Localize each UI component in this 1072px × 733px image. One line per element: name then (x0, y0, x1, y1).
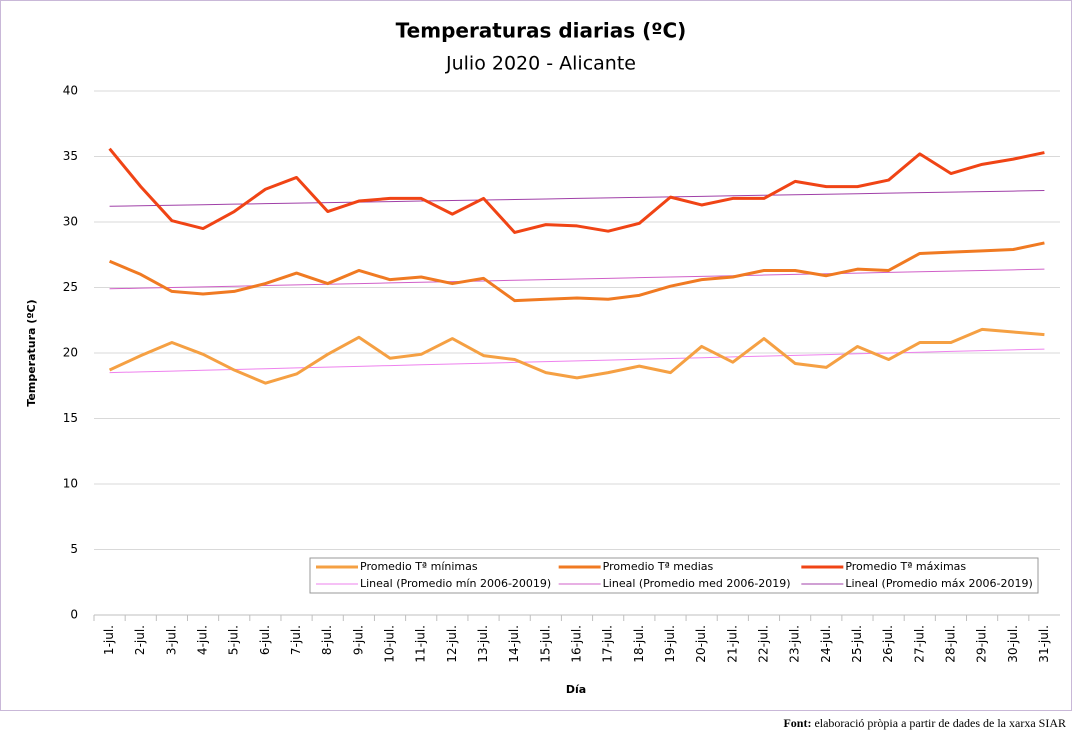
x-tick-label: 27-jul. (912, 625, 926, 663)
x-tick-label: 10-jul. (383, 625, 397, 663)
legend-label: Promedio Tª máximas (845, 560, 966, 573)
x-tick-label: 25-jul. (850, 625, 864, 663)
y-tick-label: 40 (63, 84, 78, 98)
x-tick-label: 13-jul. (476, 625, 490, 663)
y-axis-label: Temperatura (ºC) (25, 299, 38, 406)
x-tick-label: 21-jul. (725, 625, 739, 663)
x-tick-label: 20-jul. (694, 625, 708, 663)
x-tick-label: 1-jul. (102, 625, 116, 655)
x-tick-label: 23-jul. (788, 625, 802, 663)
legend-box (309, 557, 1039, 594)
x-tick-label: 18-jul. (632, 625, 646, 663)
x-tick-label: 4-jul. (196, 625, 210, 655)
legend-label: Lineal (Promedio mín 2006-20019) (360, 577, 551, 590)
x-tick-label: 8-jul. (320, 625, 334, 655)
x-tick-label: 28-jul. (943, 625, 957, 663)
x-tick-label: 17-jul. (601, 625, 615, 663)
x-tick-label: 5-jul. (227, 625, 241, 655)
footer: Font: elaboració pròpia a partir de dade… (783, 716, 1066, 730)
legend-label: Lineal (Promedio máx 2006-2019) (845, 577, 1032, 590)
x-tick-label: 14-jul. (507, 625, 521, 663)
x-tick-label: 3-jul. (164, 625, 178, 655)
x-tick-label: 7-jul. (289, 625, 303, 655)
series-line (108, 327, 1045, 385)
x-tick-label: 29-jul. (975, 625, 989, 663)
series-line (108, 147, 1045, 234)
x-tick-label: 19-jul. (663, 625, 677, 663)
y-tick-label: 30 (63, 215, 78, 229)
chart-subtitle: Julio 2020 - Alicante (445, 53, 636, 75)
y-tick-label: 25 (63, 280, 78, 294)
chart-title: Temperaturas diarias (ºC) (396, 19, 687, 43)
chart-frame (0, 0, 1072, 711)
y-tick-label: 35 (63, 149, 78, 163)
legend-label: Promedio Tª mínimas (360, 560, 478, 573)
series-line (109, 190, 1045, 207)
x-tick-label: 6-jul. (258, 625, 272, 655)
x-tick-label: 2-jul. (133, 625, 147, 655)
footer-text: elaboració pròpia a partir de dades de l… (814, 716, 1066, 730)
x-tick-label: 24-jul. (819, 625, 833, 663)
series-line (109, 268, 1045, 290)
x-axis-label: Día (566, 683, 586, 696)
x-tick-label: 16-jul. (570, 625, 584, 663)
legend-label: Lineal (Promedio med 2006-2019) (603, 577, 791, 590)
series-line (109, 348, 1045, 374)
y-tick-label: 10 (63, 477, 78, 491)
y-tick-label: 5 (70, 542, 78, 556)
x-tick-label: 22-jul. (756, 625, 770, 663)
legend-label: Promedio Tª medias (603, 560, 714, 573)
series-line (108, 241, 1045, 303)
x-tick-label: 26-jul. (881, 625, 895, 663)
x-tick-label: 30-jul. (1006, 625, 1020, 663)
footer-label: Font: (783, 716, 811, 730)
x-tick-label: 15-jul. (538, 625, 552, 663)
y-tick-label: 20 (63, 346, 78, 360)
y-tick-label: 15 (63, 411, 78, 425)
x-tick-label: 31-jul. (1037, 625, 1051, 663)
x-tick-label: 11-jul. (414, 625, 428, 663)
x-tick-label: 12-jul. (445, 625, 459, 663)
y-tick-label: 0 (70, 608, 78, 622)
x-tick-label: 9-jul. (351, 625, 365, 655)
